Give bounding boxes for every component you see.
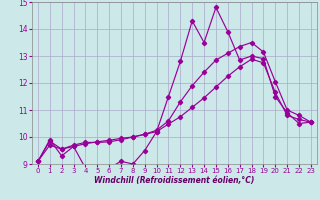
X-axis label: Windchill (Refroidissement éolien,°C): Windchill (Refroidissement éolien,°C) bbox=[94, 176, 255, 185]
